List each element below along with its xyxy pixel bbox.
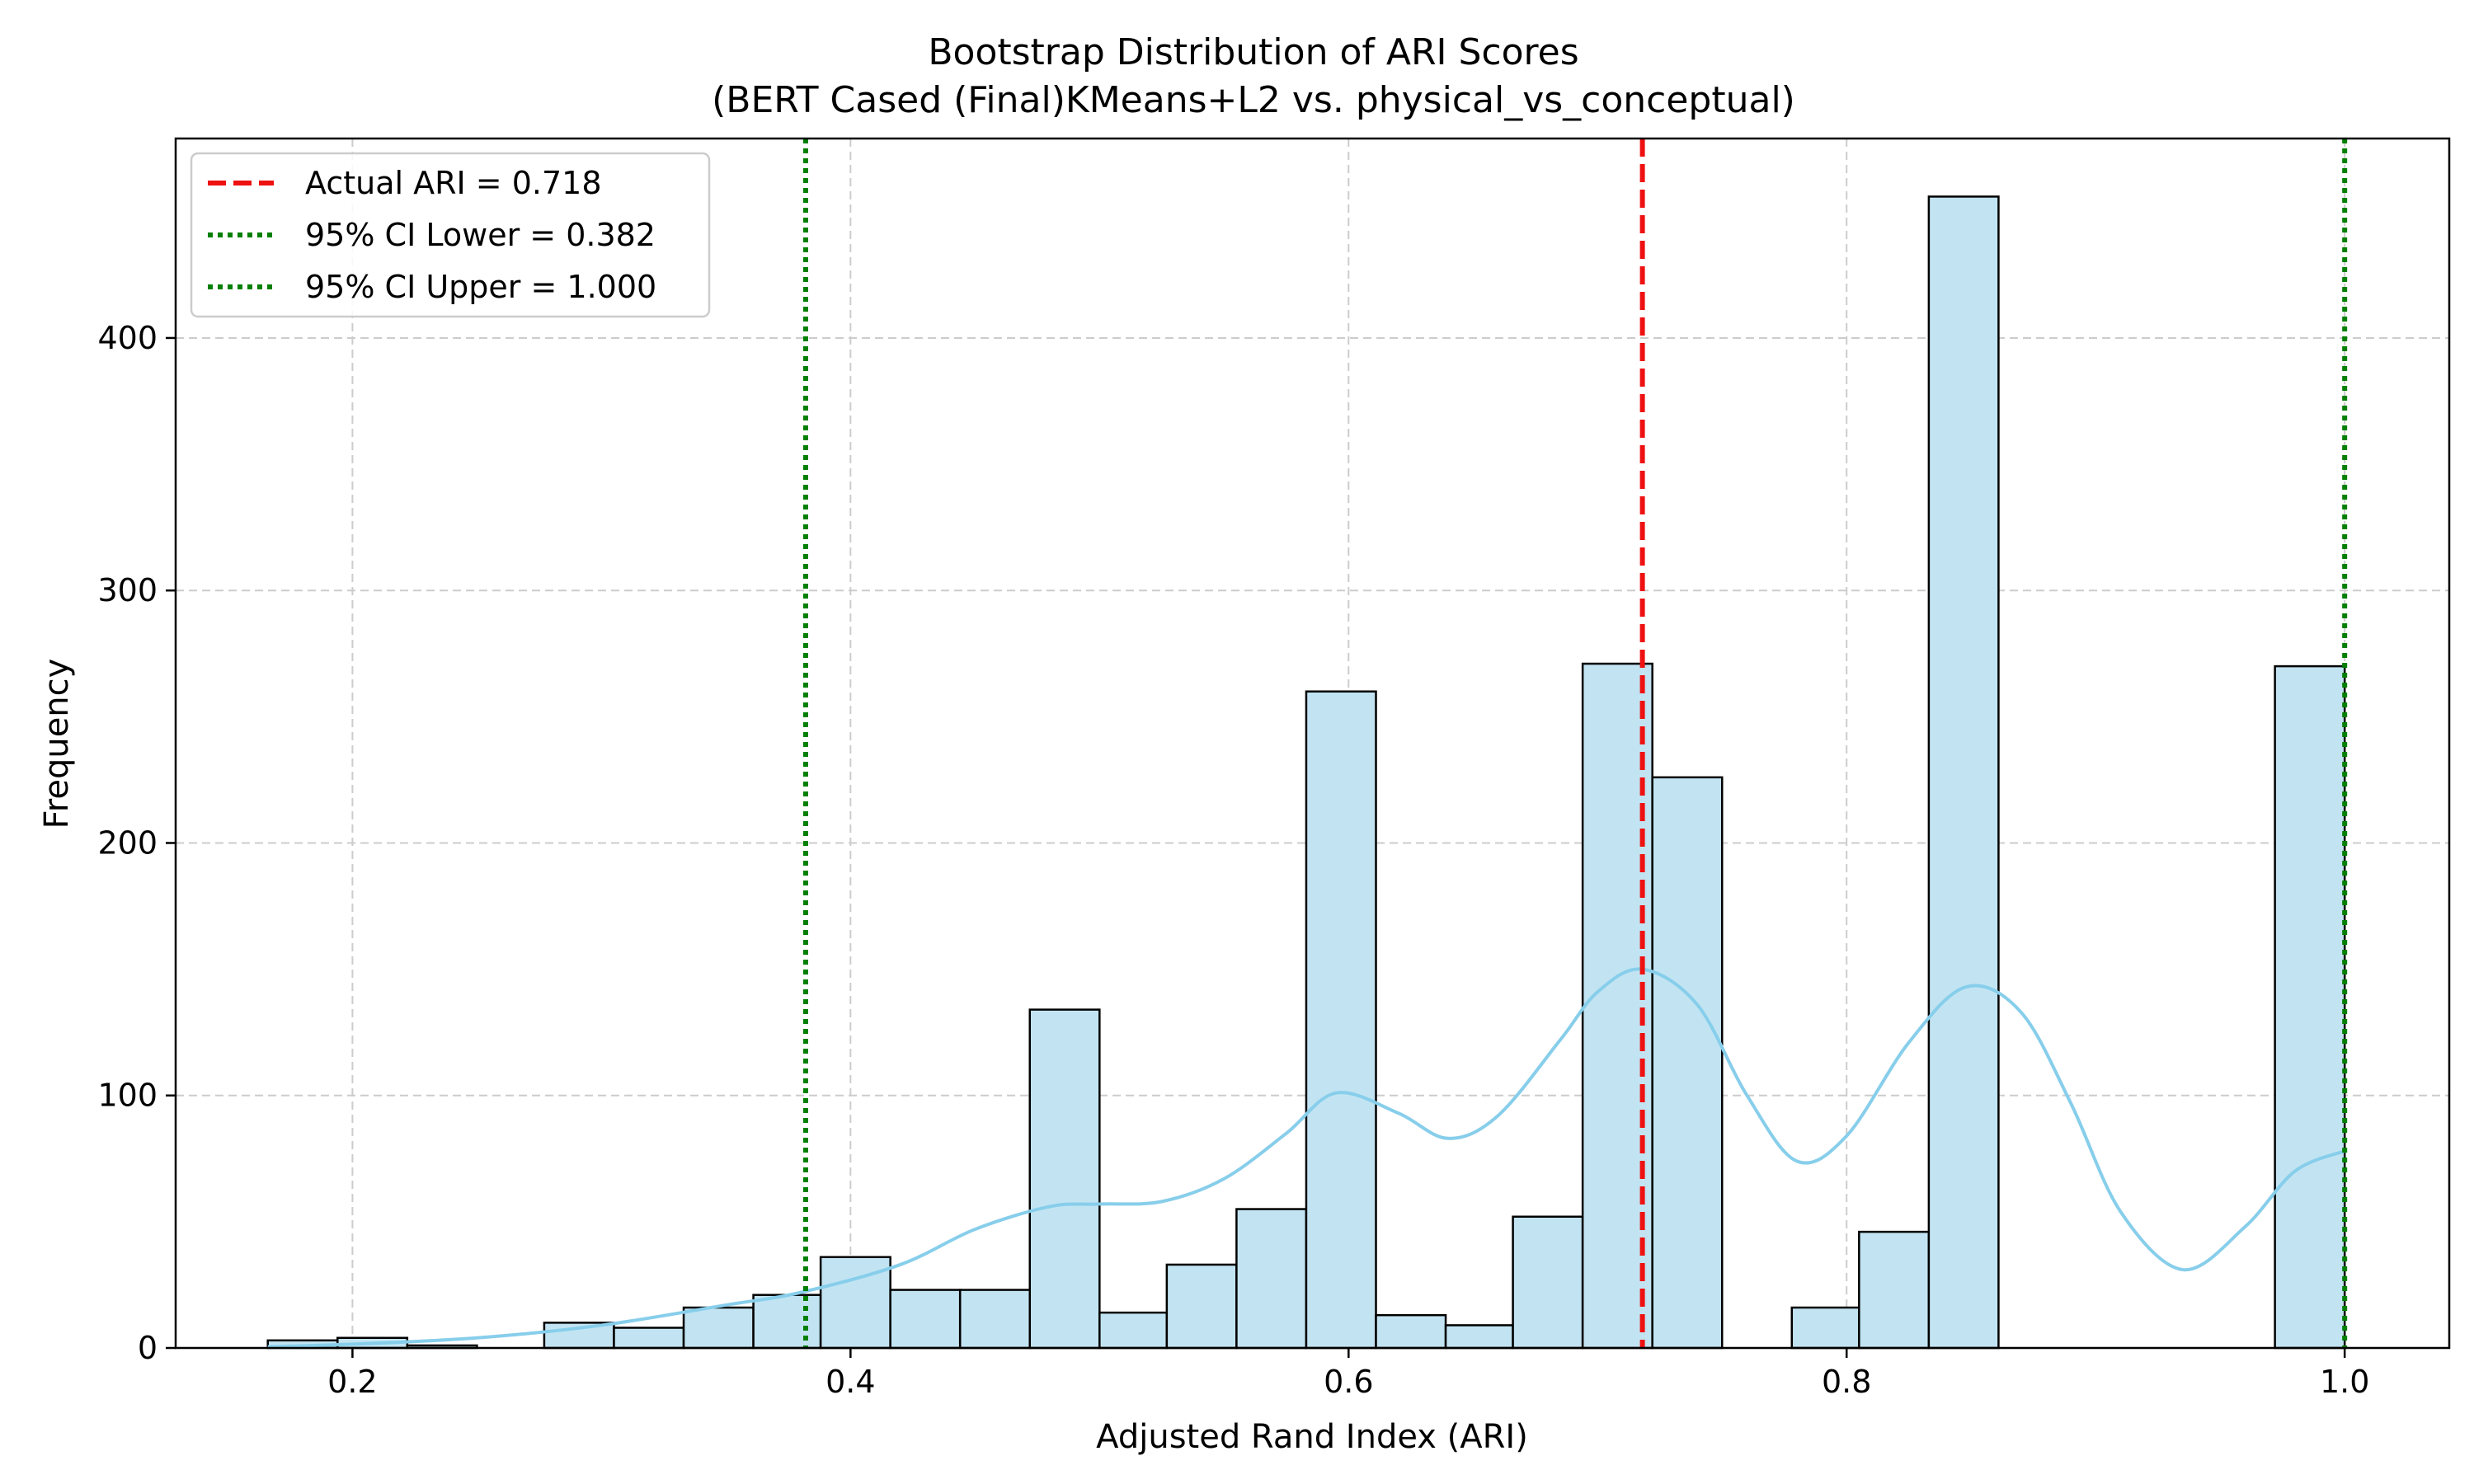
- y-tick-label-0: 0: [138, 1330, 158, 1366]
- histogram-bar-14: [1235, 1208, 1308, 1350]
- y-axis-label: Frequency: [38, 659, 76, 829]
- kde-curve-group: [267, 967, 2345, 1349]
- histogram-bar-29: [2274, 665, 2346, 1350]
- x-tick-label-4: 1.0: [2320, 1364, 2369, 1400]
- histogram-bar-13: [1165, 1263, 1238, 1350]
- histogram-bar-11: [1028, 1008, 1101, 1350]
- histogram-bar-22: [1790, 1306, 1860, 1350]
- y-tick-label-4: 400: [97, 320, 158, 356]
- y-tick-label-1: 100: [97, 1078, 158, 1114]
- y-tick-label-3: 300: [97, 572, 158, 608]
- histogram-bar-23: [1858, 1230, 1931, 1350]
- legend-label-2: 95% CI Upper = 1.000: [305, 269, 656, 305]
- histogram-bar-6: [682, 1306, 755, 1350]
- x-axis-ticks: 0.2 0.4 0.6 0.8 1.0: [327, 1348, 2369, 1400]
- y-tick-label-2: 200: [97, 824, 158, 861]
- histogram-bar-16: [1375, 1313, 1447, 1350]
- histogram-bar-7: [752, 1294, 822, 1350]
- legend-label-0: Actual ARI = 0.718: [305, 165, 602, 201]
- histogram-bar-10: [958, 1289, 1032, 1350]
- histogram-bar-5: [613, 1327, 685, 1350]
- histogram-bar-12: [1098, 1311, 1169, 1350]
- x-tick-label-0: 0.2: [327, 1364, 377, 1400]
- x-tick-label-3: 0.8: [1822, 1364, 1871, 1400]
- histogram-bar-20: [1651, 776, 1724, 1350]
- plot-frame: [174, 137, 2451, 1350]
- histogram-bar-18: [1512, 1215, 1584, 1350]
- chart-title-line-1: Bootstrap Distribution of ARI Scores: [928, 31, 1578, 73]
- x-tick-label-1: 0.4: [825, 1364, 875, 1400]
- histogram-bar-9: [889, 1289, 962, 1350]
- histogram-bar-24: [1927, 195, 2000, 1350]
- legend-label-1: 95% CI Lower = 0.382: [305, 217, 656, 253]
- legend: Actual ARI = 0.718 95% CI Lower = 0.382 95…: [190, 152, 711, 318]
- x-axis-label: Adjusted Rand Index (ARI): [1096, 1418, 1528, 1456]
- histogram-bar-15: [1305, 690, 1377, 1350]
- histogram-bar-17: [1444, 1324, 1514, 1350]
- legend-box: [190, 152, 711, 318]
- y-axis-ticks: 0 100 200 300 400: [97, 320, 176, 1366]
- reference-lines: [802, 139, 2348, 1348]
- chart-title-line-2: (BERT Cased (Final)KMeans+L2 vs. physica…: [712, 79, 1795, 121]
- x-tick-label-2: 0.6: [1324, 1364, 1373, 1400]
- kde-curve: [267, 967, 2345, 1349]
- histogram-bars: [266, 195, 2346, 1350]
